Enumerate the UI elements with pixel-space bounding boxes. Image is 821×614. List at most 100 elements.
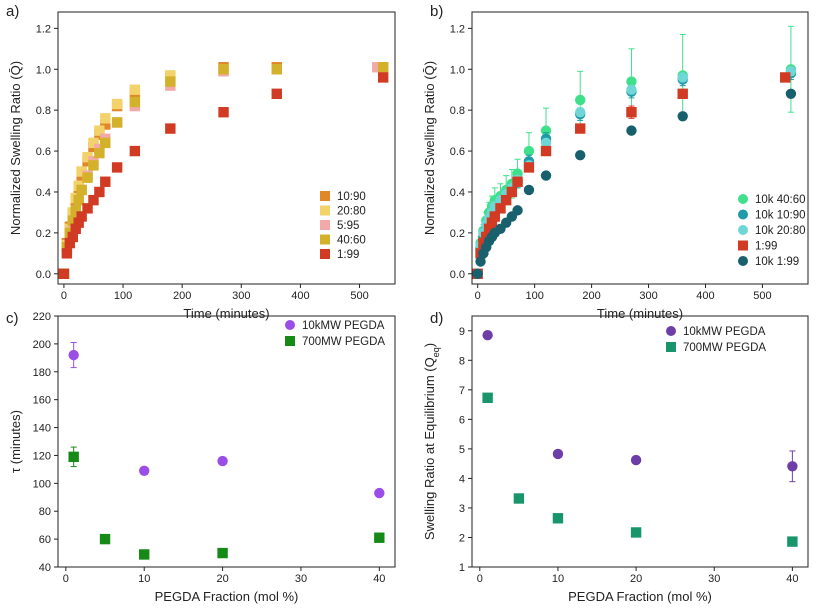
data-point bbox=[483, 223, 495, 234]
legend-label: 10k 40:60 bbox=[755, 194, 806, 206]
data-point bbox=[472, 268, 483, 279]
y-tick-label: 0.0 bbox=[36, 269, 51, 281]
y-tick-label: 100 bbox=[33, 478, 51, 490]
y-tick-label: 0.8 bbox=[450, 105, 465, 117]
x-tick-label: 30 bbox=[295, 573, 307, 585]
y-tick-label: 0.6 bbox=[450, 146, 465, 158]
y-tick-label: 1.0 bbox=[450, 64, 465, 76]
legend-label: 700MW PEGDA bbox=[302, 336, 385, 348]
data-point bbox=[523, 145, 535, 157]
data-point bbox=[100, 176, 111, 187]
series-700mw-pegda bbox=[68, 446, 385, 560]
data-point bbox=[482, 392, 493, 403]
data-point bbox=[58, 268, 70, 279]
x-tick-label: 0 bbox=[477, 573, 483, 585]
data-point bbox=[100, 113, 111, 124]
data-point bbox=[575, 123, 586, 134]
data-point bbox=[76, 166, 87, 177]
data-point bbox=[626, 125, 637, 136]
data-point bbox=[271, 88, 282, 100]
x-tick-label: 400 bbox=[291, 290, 309, 302]
legend-label: 10kMW PEGDA bbox=[683, 326, 766, 338]
data-point bbox=[67, 231, 78, 243]
data-point bbox=[76, 211, 87, 222]
y-tick-label: 9 bbox=[459, 326, 465, 338]
y-tick-label: 180 bbox=[33, 367, 51, 379]
y-tick-label: 1.0 bbox=[36, 64, 51, 76]
data-point bbox=[100, 119, 111, 130]
data-point bbox=[575, 94, 586, 106]
data-point bbox=[111, 117, 123, 128]
y-tick-label: 1.2 bbox=[36, 23, 51, 35]
data-point bbox=[372, 62, 383, 73]
x-tick-label: 200 bbox=[173, 290, 191, 302]
data-point bbox=[486, 217, 498, 228]
data-point bbox=[377, 72, 389, 83]
data-point bbox=[540, 125, 552, 136]
data-point bbox=[129, 96, 141, 108]
data-point bbox=[500, 194, 512, 206]
x-tick-label: 10 bbox=[552, 573, 564, 585]
series-10kmw-pegda bbox=[68, 341, 385, 499]
chart-panel-a: a) 0 100 200 300 400 500 0.0 0.2 0.4 0.6 0.8 1.0 1.2 T… bbox=[6, 3, 396, 321]
y-tick-label: 60 bbox=[39, 534, 51, 546]
data-point bbox=[512, 205, 523, 216]
legend-marker bbox=[320, 234, 330, 245]
data-point bbox=[73, 194, 84, 206]
y-tick-label: 5 bbox=[459, 444, 465, 456]
legend-label: 40:60 bbox=[337, 235, 366, 247]
legend-label: 1:99 bbox=[337, 249, 359, 261]
data-point bbox=[575, 107, 586, 118]
data-point bbox=[374, 487, 385, 499]
chart-panel-b: b) 0 100 200 300 400 500 0.0 0.2 0.4 0.6 0.8 1.0 1.2 T… bbox=[422, 3, 809, 321]
legend-marker bbox=[738, 225, 748, 235]
data-point bbox=[68, 451, 79, 463]
x-tick-label: 100 bbox=[114, 290, 132, 302]
y-tick-label: 6 bbox=[459, 414, 465, 426]
data-point bbox=[482, 329, 493, 341]
data-point bbox=[630, 527, 642, 538]
y-tick-label: 2 bbox=[459, 532, 465, 544]
panel-label: c) bbox=[6, 310, 19, 327]
data-point bbox=[111, 98, 123, 110]
y-tick-label: 40 bbox=[39, 562, 51, 574]
x-tick-label: 500 bbox=[753, 290, 771, 302]
x-tick-label: 200 bbox=[582, 290, 600, 302]
data-point bbox=[82, 203, 93, 214]
series-1-99 bbox=[58, 72, 389, 279]
data-point bbox=[100, 137, 111, 149]
data-point bbox=[165, 70, 176, 81]
data-point bbox=[76, 184, 87, 196]
data-point bbox=[271, 64, 282, 75]
data-point bbox=[489, 211, 500, 222]
panel-label: d) bbox=[430, 310, 443, 327]
y-tick-label: 0.8 bbox=[36, 105, 51, 117]
data-point bbox=[88, 137, 99, 149]
y-tick-label: 0.0 bbox=[450, 269, 465, 281]
x-tick-label: 20 bbox=[216, 573, 228, 585]
data-point bbox=[540, 170, 552, 181]
y-axis-label: τ (minutes) bbox=[8, 410, 23, 473]
y-tick-label: 0.4 bbox=[450, 187, 465, 199]
legend-marker bbox=[738, 240, 748, 251]
data-point bbox=[780, 72, 791, 83]
y-axis-label: Normalized Swelling Ratio (Q̄) bbox=[8, 61, 23, 235]
legend-label: 5:95 bbox=[337, 220, 359, 232]
data-point bbox=[139, 465, 150, 476]
panel-label: a) bbox=[6, 3, 19, 20]
y-tick-label: 1 bbox=[459, 562, 465, 574]
y-tick-label: 160 bbox=[33, 395, 51, 407]
data-point bbox=[88, 194, 99, 206]
legend-label: 10:90 bbox=[337, 191, 366, 203]
x-tick-label: 300 bbox=[639, 290, 657, 302]
plot-frame bbox=[57, 11, 396, 285]
x-tick-label: 30 bbox=[708, 573, 720, 585]
data-point bbox=[626, 107, 637, 118]
data-point bbox=[523, 162, 535, 173]
data-point bbox=[111, 162, 123, 173]
x-tick-label: 10 bbox=[138, 573, 150, 585]
data-point bbox=[70, 205, 81, 216]
legend-label: 10k 20:80 bbox=[755, 225, 806, 237]
data-point bbox=[94, 125, 105, 136]
legend-label: 1:99 bbox=[755, 241, 777, 253]
